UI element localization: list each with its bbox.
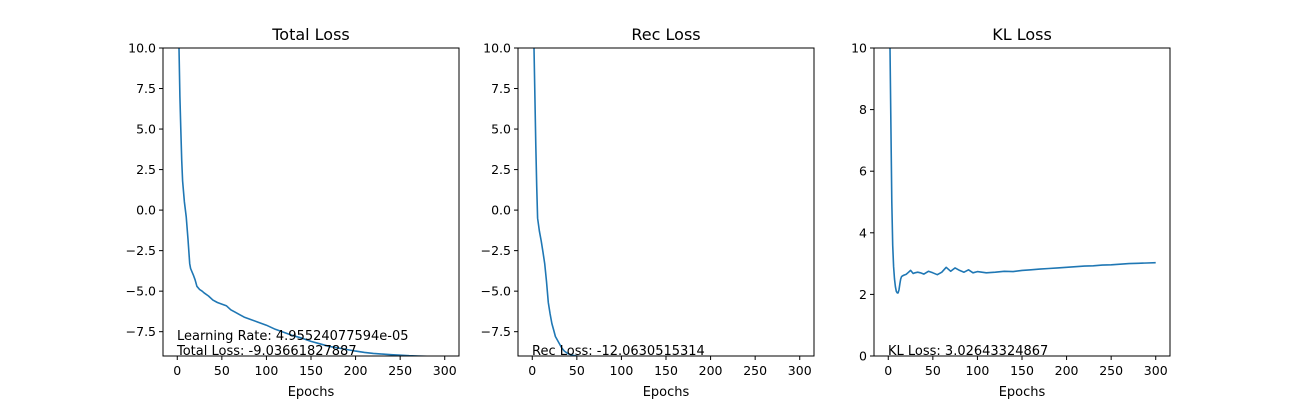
y-tick-label: 2.5: [491, 162, 511, 177]
y-tick-label: −7.5: [126, 324, 156, 339]
chart-panel-3: 0 50 100 150 200 250 300 0 2 4 6 8 10 KL Loss Epochs KL…: [851, 25, 1171, 400]
x-axis-label: Epochs: [999, 385, 1046, 400]
chart-title: KL Loss: [992, 25, 1052, 44]
x-tick-label: 200: [344, 363, 368, 378]
series-line-1: [533, 48, 586, 356]
y-tick-label: 2: [859, 287, 867, 302]
x-tick-label: 250: [743, 363, 767, 378]
x-axis-label: Epochs: [643, 385, 690, 400]
y-tick-label: 8: [859, 102, 867, 117]
x-tick-label: 150: [299, 363, 323, 378]
y-tick-label: −5.0: [481, 284, 511, 299]
x-tick-label: 100: [254, 363, 278, 378]
x-tick-label: 100: [965, 363, 989, 378]
series-line-1: [889, 48, 1156, 294]
x-tick-label: 0: [528, 363, 536, 378]
y-tick-label: 10.0: [128, 41, 156, 56]
x-tick-label: 200: [1055, 363, 1079, 378]
x-tick-label: 300: [1144, 363, 1168, 378]
y-tick-label: 10.0: [483, 41, 511, 56]
x-tick-label: 150: [1010, 363, 1034, 378]
x-tick-label: 300: [433, 363, 457, 378]
y-tick-label: 7.5: [136, 81, 156, 96]
x-tick-label: 150: [654, 363, 678, 378]
x-tick-label: 50: [925, 363, 941, 378]
y-tick-label: −5.0: [126, 284, 156, 299]
x-tick-label: 100: [609, 363, 633, 378]
x-tick-label: 300: [788, 363, 812, 378]
annotation-text: Total Loss: -9.03661827887: [176, 344, 357, 359]
annotation-text: KL Loss: 3.02643324867: [888, 344, 1048, 359]
y-tick-label: 0: [859, 349, 867, 364]
series-line-1: [178, 48, 445, 356]
y-tick-label: 10: [851, 41, 867, 56]
y-tick-label: 5.0: [491, 122, 511, 137]
annotation-text: Learning Rate: 4.95524077594e-05: [177, 329, 409, 344]
x-tick-label: 0: [884, 363, 892, 378]
y-tick-label: 7.5: [491, 81, 511, 96]
chart-panel-2: 0 50 100 150 200 250 300 −7.5 −5.0 −2.5 0.0 2.5 5.0 7…: [481, 25, 815, 400]
x-tick-label: 50: [569, 363, 585, 378]
y-tick-label: −2.5: [481, 243, 511, 258]
annotation-text: Rec Loss: -12.0630515314: [532, 344, 705, 359]
x-axis-label: Epochs: [288, 385, 335, 400]
y-tick-label: −7.5: [481, 324, 511, 339]
chart-title: Total Loss: [271, 25, 350, 44]
y-tick-label: 2.5: [136, 162, 156, 177]
x-tick-label: 250: [388, 363, 412, 378]
y-tick-label: −2.5: [126, 243, 156, 258]
y-tick-label: 5.0: [136, 122, 156, 137]
x-tick-label: 50: [214, 363, 230, 378]
y-tick-label: 0.0: [491, 203, 511, 218]
x-tick-label: 0: [173, 363, 181, 378]
x-tick-label: 250: [1099, 363, 1123, 378]
x-tick-label: 200: [699, 363, 723, 378]
y-tick-label: 0.0: [136, 203, 156, 218]
chart-panel-1: 0 50 100 150 200 250 300 −7.5 −5.0 −2.5 0.0 2.5 5.0 7…: [126, 25, 460, 400]
y-tick-label: 4: [859, 225, 867, 240]
chart-title: Rec Loss: [631, 25, 700, 44]
y-tick-label: 6: [859, 164, 867, 179]
